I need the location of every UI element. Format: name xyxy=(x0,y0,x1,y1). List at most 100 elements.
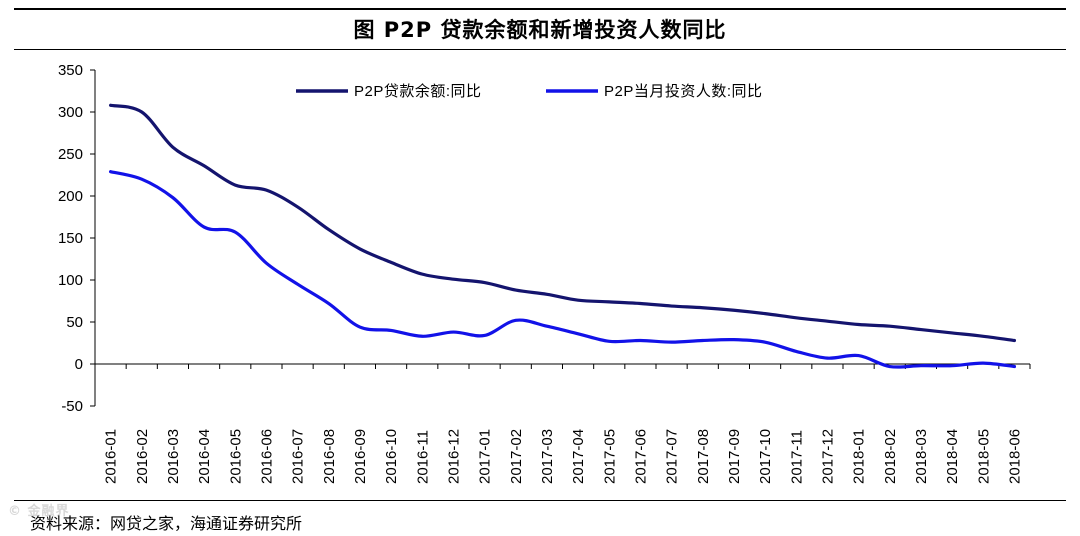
x-tick-label: 2016-12 xyxy=(445,429,462,484)
data-point xyxy=(358,247,361,250)
data-point xyxy=(608,300,611,303)
data-point xyxy=(202,225,205,228)
x-tick-label: 2017-10 xyxy=(757,429,774,484)
data-point xyxy=(514,288,517,291)
data-point xyxy=(639,302,642,305)
data-point xyxy=(483,281,486,284)
x-tick-label: 2018-05 xyxy=(975,429,992,484)
data-point xyxy=(171,196,174,199)
source-note: 资料来源：网贷之家，海通证券研究所 xyxy=(30,514,303,533)
data-point xyxy=(576,299,579,302)
chart-title: 图 P2P 贷款余额和新增投资人数同比 xyxy=(353,18,727,42)
data-point xyxy=(140,178,143,181)
x-tick-label: 2017-07 xyxy=(664,429,681,484)
x-tick-label: 2018-04 xyxy=(944,429,961,484)
data-point xyxy=(296,283,299,286)
x-tick-label: 2017-09 xyxy=(726,429,743,484)
data-point xyxy=(358,325,361,328)
y-tick-label: 100 xyxy=(58,272,83,289)
data-point xyxy=(608,340,611,343)
y-tick-labels: -50 0 50 100 150 200 250 300 350 xyxy=(58,62,83,415)
x-tick-label: 2016-01 xyxy=(103,429,120,484)
legend: P2P贷款余额:同比 P2P当月投资人数:同比 xyxy=(296,82,763,100)
x-tick-labels: 2016-01 2016-02 2016-03 2016-04 2016-05 2016-… xyxy=(103,429,1024,484)
x-tick-label: 2018-02 xyxy=(882,429,899,484)
data-point xyxy=(919,364,922,367)
x-tick-label: 2016-10 xyxy=(383,429,400,484)
data-point xyxy=(545,293,548,296)
watermark-logo: © 金融界 xyxy=(8,504,70,519)
data-point xyxy=(514,319,517,322)
data-point xyxy=(452,330,455,333)
data-point xyxy=(857,354,860,357)
chart-axes xyxy=(90,69,1031,407)
bottom-rule xyxy=(14,500,1066,501)
data-point xyxy=(171,146,174,149)
series-lines xyxy=(108,103,1017,369)
data-point xyxy=(202,164,205,167)
data-point xyxy=(234,183,237,186)
x-tick-label: 2017-03 xyxy=(539,429,556,484)
y-tick-label: -50 xyxy=(61,398,83,415)
data-point xyxy=(950,364,953,367)
data-point xyxy=(888,365,891,368)
x-tick-label: 2017-11 xyxy=(788,430,805,484)
data-point xyxy=(140,110,143,113)
data-point xyxy=(732,309,735,312)
x-tick-label: 2016-07 xyxy=(290,429,307,484)
data-point xyxy=(234,231,237,234)
data-point xyxy=(857,323,860,326)
legend-label-2: P2P当月投资人数:同比 xyxy=(604,83,763,100)
x-tick-label: 2016-03 xyxy=(165,429,182,484)
x-tick-label: 2018-06 xyxy=(1006,429,1023,484)
x-tick-label: 2016-04 xyxy=(196,429,213,484)
title-rule xyxy=(14,49,1066,50)
x-tick-label: 2017-01 xyxy=(477,429,494,484)
data-point xyxy=(982,335,985,338)
data-point xyxy=(389,261,392,264)
x-tick-label: 2016-05 xyxy=(227,429,244,484)
x-tick-label: 2017-05 xyxy=(601,429,618,484)
data-point xyxy=(452,278,455,281)
x-tick-label: 2016-02 xyxy=(134,429,151,484)
x-tick-label: 2016-11 xyxy=(414,430,431,484)
data-point xyxy=(327,302,330,305)
data-point xyxy=(795,350,798,353)
data-point xyxy=(670,341,673,344)
data-point xyxy=(109,104,112,107)
y-tick-label: 0 xyxy=(75,356,83,373)
data-point xyxy=(670,304,673,307)
x-tick-label: 2017-08 xyxy=(695,429,712,484)
data-point xyxy=(545,325,548,328)
data-point xyxy=(1013,339,1016,342)
data-point xyxy=(296,205,299,208)
x-tick-label: 2016-09 xyxy=(352,429,369,484)
x-tick-label: 2017-12 xyxy=(819,429,836,484)
data-point xyxy=(265,262,268,265)
data-point xyxy=(732,338,735,341)
series-line-1 xyxy=(108,103,1017,343)
legend-label-1: P2P贷款余额:同比 xyxy=(354,82,482,100)
data-point xyxy=(888,325,891,328)
x-tick-label: 2016-06 xyxy=(258,429,275,484)
data-point xyxy=(265,189,268,192)
data-point xyxy=(1013,365,1016,368)
data-point xyxy=(109,170,112,173)
x-tick-label: 2016-08 xyxy=(321,429,338,484)
data-point xyxy=(327,228,330,231)
data-point xyxy=(950,331,953,334)
data-point xyxy=(982,362,985,365)
data-point xyxy=(795,316,798,319)
data-point xyxy=(576,332,579,335)
y-tick-label: 200 xyxy=(58,188,83,205)
data-point xyxy=(826,357,829,360)
data-point xyxy=(639,339,642,342)
data-point xyxy=(421,335,424,338)
data-point xyxy=(483,334,486,337)
x-tick-label: 2017-06 xyxy=(632,429,649,484)
data-point xyxy=(701,339,704,342)
data-point xyxy=(763,312,766,315)
series-line-2 xyxy=(108,170,1017,369)
y-tick-label: 350 xyxy=(58,62,83,79)
